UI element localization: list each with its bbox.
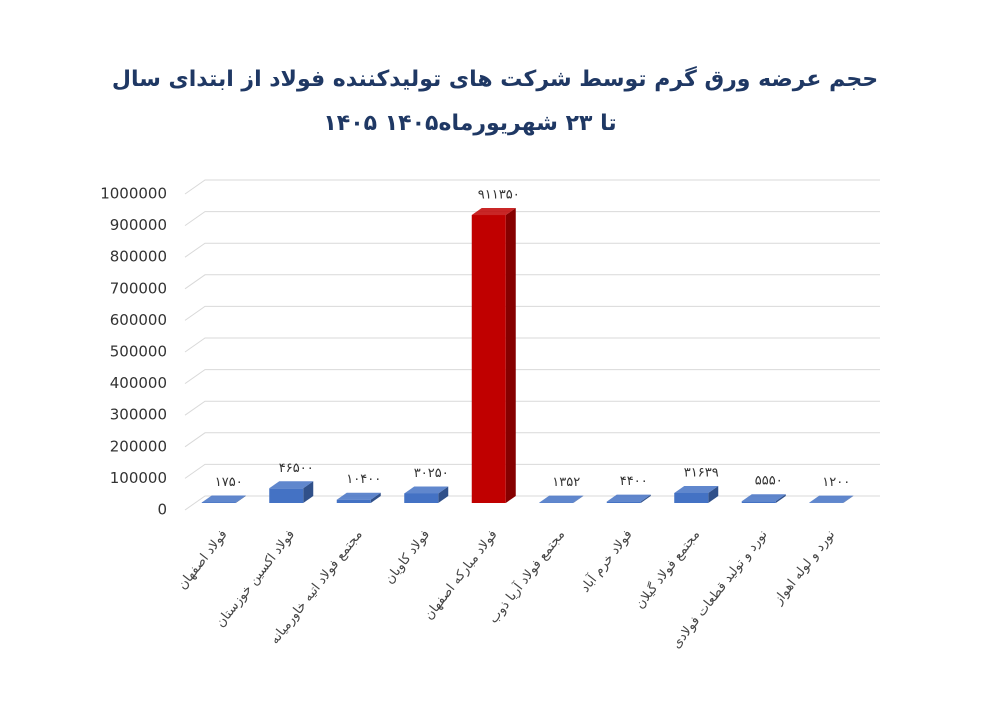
y-tick-label: 400000 <box>110 374 167 392</box>
x-tick-label: مجتمع فولاد گیلان <box>632 527 703 612</box>
bar-top <box>471 208 516 216</box>
bar <box>741 501 776 503</box>
x-tick-label: فولاد مبارکه اصفهان <box>421 527 500 622</box>
bar <box>201 502 236 503</box>
bar-side <box>640 494 651 503</box>
bar-side <box>438 486 449 503</box>
y-tick-label: 100000 <box>110 469 167 487</box>
bar-top <box>269 481 314 489</box>
grid-line <box>184 463 880 479</box>
bar-side <box>505 208 516 503</box>
bar-top <box>336 492 381 500</box>
bar-side <box>303 481 314 503</box>
y-tick-label: 1000000 <box>100 185 167 203</box>
bar-side <box>708 486 719 503</box>
bar <box>471 215 506 503</box>
grid-line <box>184 274 880 290</box>
value-label: ۹۱۱۳۵۰ <box>478 188 520 203</box>
chart-subtitle: ۱۴۰۵ تا ۲۳ شهریورماه۱۴۰۵ <box>323 111 616 136</box>
y-tick-label: 800000 <box>110 248 167 266</box>
bar-side <box>843 495 854 503</box>
bar <box>606 501 641 503</box>
grid-line <box>184 211 880 227</box>
value-label: ۱۰۴۰۰ <box>346 472 381 487</box>
grid-line <box>184 432 880 448</box>
y-tick-label: 200000 <box>110 437 167 455</box>
y-tick-label: 700000 <box>110 279 167 297</box>
y-tick-label: 600000 <box>110 311 167 329</box>
value-label: ۴۶۵۰۰ <box>279 461 314 476</box>
grid-line <box>184 242 880 258</box>
y-tick-label: 300000 <box>110 406 167 424</box>
grid-line <box>184 337 880 353</box>
bar-top <box>606 494 651 502</box>
value-label: ۱۳۵۲ <box>552 475 580 490</box>
value-label: ۵۵۵۰ <box>755 474 783 489</box>
x-tick-label: فولاد اصفهان <box>175 527 231 592</box>
bar <box>404 493 439 503</box>
bar-top <box>404 486 449 494</box>
bar-top <box>809 495 854 503</box>
value-label: ۳۰۲۵۰ <box>414 466 449 481</box>
value-label: ۴۴۰۰ <box>620 474 648 489</box>
bar-top <box>539 495 584 503</box>
y-tick-label: 500000 <box>110 343 167 361</box>
bar-side <box>370 492 381 503</box>
grid-line <box>184 369 880 385</box>
x-tick-label: فولاد خرم آباد <box>576 526 635 595</box>
y-tick-label: 0 <box>157 501 167 519</box>
y-tick-label: 900000 <box>110 216 167 234</box>
bar-top <box>201 495 246 503</box>
bar-top <box>741 494 786 502</box>
bar <box>336 499 371 503</box>
grid-line <box>184 305 880 321</box>
x-tick-label: مجتمع فولاد آریا ذوب <box>485 526 569 626</box>
x-tick-label: نورد و لوله اهواز <box>770 527 838 608</box>
bar <box>674 493 709 503</box>
chart-title: حجم عرضه ورق گرم توسط شرکت های تولیدکنند… <box>112 65 878 92</box>
bar <box>269 488 304 503</box>
grid-line <box>184 179 880 195</box>
grid-line <box>184 400 880 416</box>
bar-side <box>235 495 246 503</box>
grid-line <box>184 495 880 511</box>
bar-side <box>775 494 786 503</box>
value-label: ۱۲۰۰ <box>822 475 850 490</box>
bar-side <box>573 495 584 503</box>
value-label: ۳۱۶۳۹ <box>684 466 719 481</box>
value-label: ۱۷۵۰ <box>215 475 243 490</box>
x-tick-label: فولاد کاویان <box>382 527 433 587</box>
bar-top <box>674 486 719 494</box>
